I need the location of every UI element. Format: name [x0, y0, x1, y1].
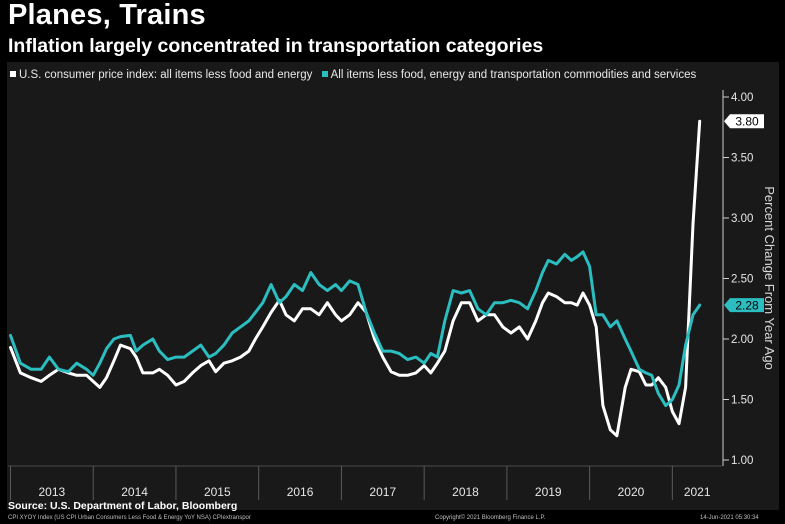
- last-value-label-0: 3.80: [735, 115, 759, 129]
- ticker-note: CPI XYOY Index (US CPI Urban Consumers L…: [8, 515, 251, 521]
- x-year-label-4: 2017: [369, 485, 396, 499]
- x-year-label-5: 2018: [452, 485, 479, 499]
- legend-swatch-teal: [321, 71, 328, 78]
- chart-panel: [7, 62, 779, 510]
- y-tick-label-0: 1.00: [731, 455, 753, 467]
- y-tick-label-6: 4.00: [731, 92, 753, 104]
- y-tick-label-2: 2.00: [731, 334, 753, 346]
- last-value-tag-0: [724, 114, 764, 129]
- chart-subtitle: Inflation largely concentrated in transp…: [8, 35, 544, 57]
- legend-label-ex-transport: All items less food, energy and transpor…: [330, 69, 697, 81]
- legend-item-ex-transport: All items less food, energy and transpor…: [321, 69, 697, 81]
- legend-swatch-white: [10, 71, 16, 78]
- legend: U.S. consumer price index: all items les…: [10, 69, 702, 81]
- x-year-label-8: 2021: [684, 485, 711, 499]
- copyright-note: Copyright© 2021 Bloomberg Finance L.P.: [435, 515, 546, 521]
- legend-item-core-cpi: U.S. consumer price index: all items les…: [10, 69, 312, 81]
- y-tick-label-4: 3.00: [731, 213, 753, 225]
- y-tick-label-3: 2.50: [731, 274, 753, 286]
- legend-label-core-cpi: U.S. consumer price index: all items les…: [19, 69, 313, 81]
- series-line-0: [9, 119, 702, 438]
- y-axis-title: Percent Change From Year Ago: [762, 186, 777, 370]
- x-year-label-1: 2014: [121, 485, 148, 499]
- y-tick-label-5: 3.50: [731, 153, 753, 165]
- series-line-1: [9, 250, 702, 408]
- last-value-tag-1: [724, 298, 764, 313]
- last-value-label-1: 2.28: [735, 299, 759, 313]
- y-tick-label-1: 1.50: [731, 395, 753, 407]
- x-year-label-7: 2020: [618, 485, 645, 499]
- x-year-label-6: 2019: [535, 485, 562, 499]
- x-year-label-0: 2013: [38, 485, 65, 499]
- source-note: Source: U.S. Department of Labor, Bloomb…: [8, 500, 238, 512]
- x-year-label-3: 2016: [287, 485, 314, 499]
- chart-title: Planes, Trains: [8, 0, 206, 31]
- x-year-label-2: 2015: [204, 485, 231, 499]
- timestamp-note: 14-Jun-2021 05:30:34: [700, 515, 759, 521]
